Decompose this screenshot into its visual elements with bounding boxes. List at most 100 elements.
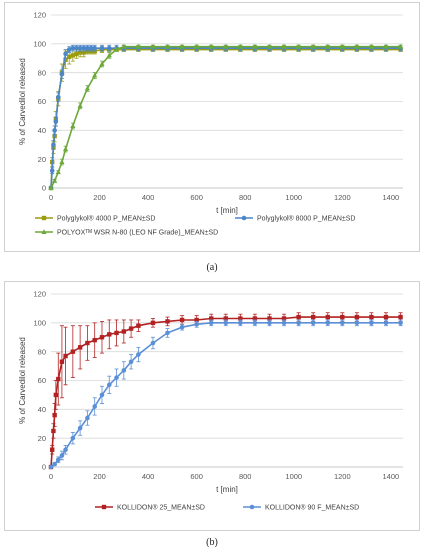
x-tick-label: 1400 [383, 472, 400, 481]
data-point [325, 320, 331, 326]
data-point [194, 321, 199, 327]
x-tick-label: 400 [142, 472, 155, 481]
data-point [70, 45, 76, 51]
legend-item-2: KOLLIDON® 90 F_MEAN±SD [243, 504, 359, 512]
x-tick-label: 800 [239, 193, 252, 202]
data-point [325, 314, 330, 320]
data-point [114, 330, 119, 336]
data-point [81, 45, 87, 51]
series-line [50, 316, 401, 468]
data-point [194, 43, 200, 49]
series-line [50, 47, 401, 189]
data-point [77, 103, 83, 108]
data-point [48, 185, 54, 190]
x-tick-label: 600 [190, 472, 203, 481]
data-point [106, 45, 112, 51]
legend-label: KOLLIDON® 90 F_MEAN±SD [265, 504, 359, 512]
data-point [150, 43, 156, 49]
data-point [267, 320, 272, 326]
legend-label: KOLLIDON® 25_MEAN±SD [117, 504, 205, 512]
chart-panel-a: 0 20 40 60 80 100 120 0 200 400 600 800 1000 1200 1400… [4, 2, 420, 252]
data-point [208, 43, 214, 49]
legend-label: Polyglykol® 8000 P_MEAN±SD [257, 215, 356, 223]
x-tick-label: 600 [190, 193, 203, 202]
series-3 [48, 43, 404, 190]
data-point [48, 464, 54, 470]
data-point [281, 316, 287, 321]
data-point [383, 320, 389, 326]
data-point [106, 52, 112, 58]
panel-label-a: (a) [206, 262, 218, 273]
data-point [92, 72, 98, 78]
data-point [223, 316, 228, 321]
series-line [50, 45, 401, 189]
data-point [128, 359, 134, 365]
data-point [354, 43, 360, 49]
data-point [52, 412, 57, 418]
data-point [325, 43, 331, 49]
y-tick-label: 120 [33, 290, 46, 299]
y-tick-label: 40 [38, 405, 46, 414]
data-point [369, 314, 374, 320]
data-point [84, 85, 91, 91]
y-tick-label: 20 [38, 434, 46, 443]
data-point [51, 142, 56, 148]
x-tick-label: 0 [49, 193, 53, 202]
chart-panel-b: 0 20 40 60 80 100 120 0 200 400 600 800 1000 1200 1400… [4, 281, 420, 531]
data-point [92, 404, 97, 409]
y-tick-label: 60 [38, 97, 46, 106]
data-point [77, 425, 83, 431]
data-point [99, 45, 105, 51]
data-point [354, 320, 360, 326]
y-tick-label: 80 [38, 68, 46, 77]
data-point [85, 415, 90, 421]
data-point [52, 177, 58, 183]
data-point [209, 316, 214, 321]
data-point [252, 320, 258, 326]
data-point [81, 50, 86, 55]
data-point [296, 314, 301, 320]
data-point [252, 316, 258, 321]
data-point [121, 329, 127, 334]
data-point [55, 94, 61, 100]
data-point [369, 320, 374, 326]
data-point [296, 43, 302, 49]
legend-marker [41, 229, 47, 234]
data-point [77, 345, 83, 350]
data-point [53, 392, 59, 398]
data-point [107, 332, 112, 337]
data-point [136, 352, 141, 357]
data-point [67, 54, 72, 60]
data-point [66, 47, 72, 52]
data-point [55, 169, 61, 175]
data-point [179, 43, 185, 49]
x-tick-label: 200 [93, 193, 106, 202]
data-point [310, 314, 316, 320]
data-point [150, 320, 156, 326]
data-point [52, 128, 57, 133]
data-point [99, 335, 105, 340]
data-point [121, 368, 127, 373]
data-point [368, 43, 375, 49]
data-point [208, 320, 214, 326]
data-point [398, 320, 403, 326]
y-tick-label: 80 [38, 347, 46, 356]
data-point [179, 324, 185, 330]
data-point [340, 320, 345, 326]
data-point [55, 457, 61, 463]
data-point [339, 43, 345, 49]
data-point [114, 375, 119, 380]
y-tick-label: 0 [42, 184, 46, 193]
x-tick-label: 400 [142, 193, 155, 202]
data-point [113, 46, 120, 52]
data-point [194, 317, 199, 323]
data-point [70, 123, 76, 129]
data-point [150, 340, 156, 346]
data-point [92, 337, 97, 343]
data-point [59, 71, 65, 77]
x-tick-label: 1400 [383, 193, 400, 202]
y-tick-label: 20 [38, 155, 46, 164]
data-point [281, 43, 287, 49]
data-point [237, 43, 243, 49]
data-point [354, 314, 360, 320]
